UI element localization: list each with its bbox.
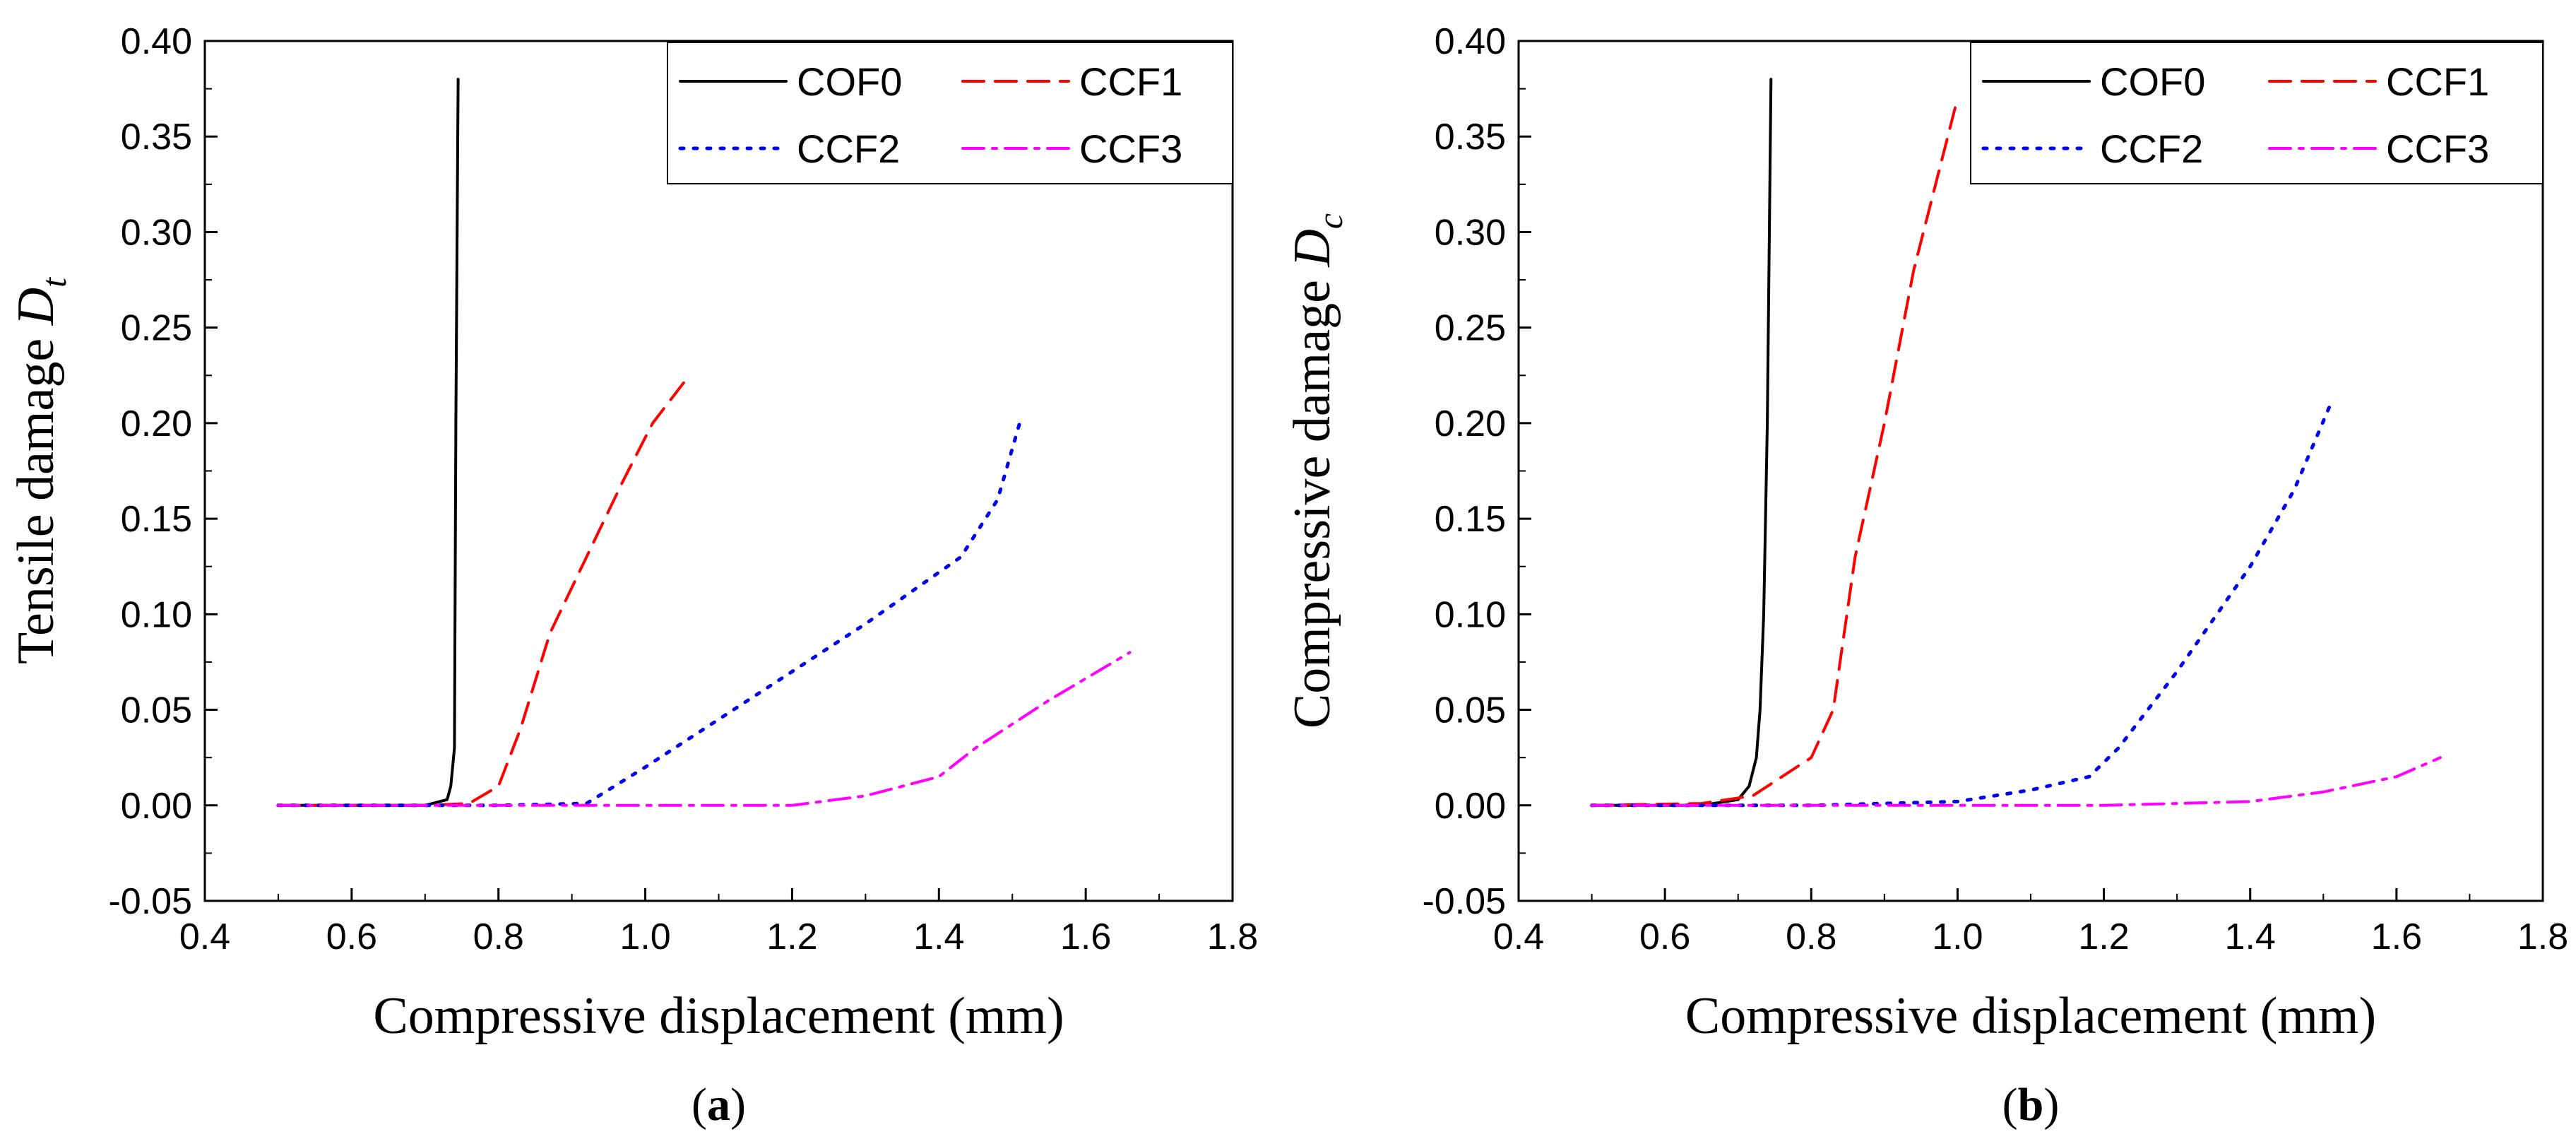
legend-label-ccf2: CCF2 — [797, 126, 900, 171]
y-tick-label: 0.20 — [121, 403, 192, 444]
x-tick-label: 1.6 — [1060, 916, 1111, 957]
series-line-ccf3 — [1590, 756, 2442, 807]
x-tick-label: 1.0 — [619, 916, 670, 957]
x-tick-label: 0.6 — [1639, 916, 1690, 957]
y-tick-label: 0.10 — [1435, 594, 1506, 635]
y-tick-label: 0.15 — [1435, 499, 1506, 540]
x-tick-label: 0.8 — [1786, 916, 1836, 957]
y-axis-title-symbol: D — [1283, 229, 1341, 267]
x-tick-label: 1.2 — [2078, 916, 2129, 957]
series-line-ccf1 — [276, 374, 691, 807]
x-tick-label: 0.6 — [326, 916, 377, 957]
y-tick-label: 0.30 — [121, 212, 192, 253]
y-axis-title-text: Compressive damage — [1283, 267, 1341, 729]
chart-panel-2: 0.4 0.6 0.8 1.0 1.2 1.4 1.6 1.8 -0.05 0.00 0.05 0.1… — [1283, 21, 2568, 1131]
y-tick-label: 0.20 — [1435, 403, 1506, 444]
x-axis-title: Compressive displacement (mm) — [1685, 987, 2376, 1045]
y-axis-title-subscript: c — [1310, 213, 1350, 229]
x-axis-title: Compressive displacement (mm) — [373, 987, 1064, 1045]
y-tick-label: 0.25 — [1435, 308, 1506, 349]
x-tick-label: 1.8 — [2517, 916, 2568, 957]
panel-label-open: ( — [2002, 1079, 2018, 1131]
x-tick-label: 0.4 — [179, 916, 230, 957]
series-line-cof0 — [1590, 78, 1773, 807]
legend-label-ccf3: CCF3 — [2386, 126, 2489, 171]
y-tick-label: 0.00 — [1435, 786, 1506, 827]
y-tick-label: 0.35 — [1435, 117, 1506, 158]
x-tick-label: 1.4 — [2225, 916, 2276, 957]
legend-label-cof0: COF0 — [797, 59, 902, 104]
y-tick-label: 0.00 — [121, 786, 192, 827]
panel-label-letter: a — [707, 1079, 730, 1131]
x-tick-label: 1.2 — [766, 916, 817, 957]
y-tick-label: 0.25 — [121, 308, 192, 349]
panel-label-letter: b — [2018, 1079, 2044, 1131]
y-tick-label: -0.05 — [108, 881, 192, 922]
series-line-ccf2 — [276, 421, 1022, 808]
legend-box — [1970, 42, 2544, 184]
x-tick-label: 0.8 — [473, 916, 524, 957]
panel-label-close: ) — [730, 1079, 746, 1131]
series-line-ccf1 — [1590, 97, 1959, 807]
y-tick-label: 0.10 — [121, 594, 192, 635]
panel-label: (a) — [692, 1079, 746, 1131]
y-tick-label: 0.05 — [1435, 690, 1506, 731]
series-line-cof0 — [276, 78, 460, 807]
y-axis-title-subscript: t — [34, 277, 73, 288]
y-tick-label: 0.05 — [121, 690, 192, 731]
x-tick-label: 1.6 — [2371, 916, 2422, 957]
y-axis-title: Tensile damage Dt — [7, 277, 73, 664]
x-tick-label: 0.4 — [1493, 916, 1544, 957]
y-axis-title-symbol: D — [7, 288, 65, 326]
y-tick-label: 0.40 — [1435, 21, 1506, 62]
y-tick-label: 0.30 — [1435, 212, 1506, 253]
panel-label-open: ( — [692, 1079, 707, 1131]
panel-label: (b) — [2002, 1079, 2060, 1131]
y-axis-title-text: Tensile damage — [7, 325, 65, 664]
y-tick-label: -0.05 — [1422, 881, 1506, 922]
series-line-ccf3 — [276, 651, 1132, 807]
y-axis-title: Compressive damage Dc — [1283, 213, 1350, 728]
legend-label-ccf2: CCF2 — [2100, 126, 2203, 171]
y-tick-label: 0.15 — [121, 499, 192, 540]
legend-label-ccf1: CCF1 — [1079, 59, 1182, 104]
chart-panel-1: 0.4 0.6 0.8 1.0 1.2 1.4 1.6 1.8 -0.05 0.00 0.05 0.1… — [7, 21, 1258, 1131]
legend-label-cof0: COF0 — [2100, 59, 2205, 104]
legend-label-ccf1: CCF1 — [2386, 59, 2489, 104]
series-line-ccf2 — [1590, 402, 2333, 808]
x-tick-label: 1.8 — [1207, 916, 1258, 957]
y-tick-label: 0.40 — [121, 21, 192, 62]
panel-label-close: ) — [2043, 1079, 2059, 1131]
x-tick-label: 1.0 — [1932, 916, 1983, 957]
y-tick-label: 0.35 — [121, 117, 192, 158]
x-tick-label: 1.4 — [913, 916, 964, 957]
legend-label-ccf3: CCF3 — [1079, 126, 1182, 171]
legend-box — [667, 42, 1233, 184]
